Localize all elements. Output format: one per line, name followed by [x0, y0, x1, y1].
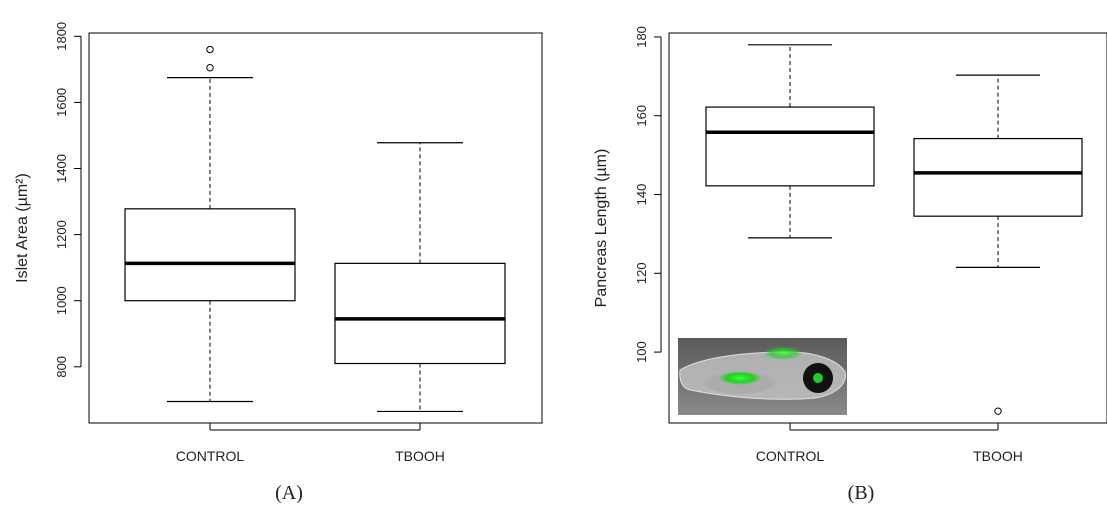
y-tick-label: 1600	[54, 88, 69, 117]
panel-a: 800 1000 1200 1400 1600 1800 CONTROL TBOOH Isl…	[14, 22, 543, 504]
panel-a-marks	[124, 45, 506, 413]
y-tick-label: 160	[634, 105, 649, 127]
panel-a-label: (A)	[275, 482, 303, 504]
x-tick-label: CONTROL	[176, 448, 245, 464]
box-control	[124, 45, 296, 403]
inset-pancreas-glow	[718, 371, 762, 385]
y-tick-label: 1200	[54, 220, 69, 249]
panel-a-y-axis-label: Islet Area (µm²)	[14, 173, 31, 283]
inset-islet-glow	[763, 346, 803, 360]
box-control	[705, 44, 875, 239]
outlier-point	[206, 45, 214, 54]
panel-a-y-axis: 800 1000 1200 1400 1600 1800	[54, 22, 82, 378]
x-tick-label: TBOOH	[395, 448, 445, 464]
x-tick-label: CONTROL	[756, 448, 825, 464]
y-tick-label: 1400	[54, 154, 69, 183]
outlier-point	[206, 64, 214, 72]
panel-b-plot-frame	[668, 32, 1107, 424]
panel-a-plot-frame	[88, 32, 543, 424]
y-tick-label: 100	[634, 341, 649, 363]
iqr-box	[334, 262, 506, 365]
box-tbooh	[913, 74, 1083, 415]
box-tbooh	[334, 142, 506, 413]
panel-b-marks	[705, 44, 1083, 415]
inset-micrograph	[678, 338, 847, 415]
y-tick-label: 180	[634, 26, 649, 48]
panel-b-y-axis: 100 120 140 160 180	[634, 26, 662, 363]
panel-b-y-axis-label: Pancreas Length (µm)	[593, 149, 610, 308]
outlier-point	[994, 407, 1002, 415]
y-tick-label: 1000	[54, 286, 69, 315]
panel-b: 100 120 140 160 180 CONTROL TBOOH Pancreas Le…	[593, 26, 1107, 504]
x-tick-label: TBOOH	[973, 448, 1023, 464]
panel-a-x-axis: CONTROL TBOOH	[176, 423, 445, 464]
y-tick-label: 800	[54, 356, 69, 378]
panel-b-label: (B)	[848, 482, 875, 504]
y-tick-label: 140	[634, 184, 649, 206]
iqr-box	[124, 208, 296, 302]
y-tick-label: 120	[634, 262, 649, 284]
inset-eye-glow	[813, 373, 823, 383]
y-tick-label: 1800	[54, 22, 69, 51]
panel-b-x-axis: CONTROL TBOOH	[756, 423, 1023, 464]
iqr-box	[705, 106, 875, 187]
iqr-box	[913, 137, 1083, 217]
